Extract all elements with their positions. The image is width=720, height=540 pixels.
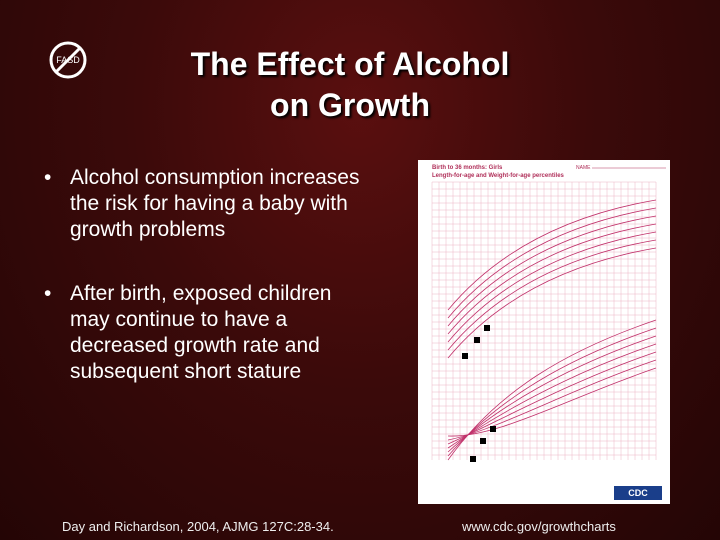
title-line-1: The Effect of Alcohol: [190, 46, 510, 82]
bullet-list: Alcohol consumption increases the risk f…: [44, 165, 374, 385]
chart-heading-2: Length-for-age and Weight-for-age percen…: [432, 173, 565, 179]
bullet-item-1: Alcohol consumption increases the risk f…: [44, 165, 374, 243]
chart-heading-1: Birth to 36 months: Girls: [432, 165, 503, 171]
bullet-item-2: After birth, exposed children may contin…: [44, 281, 374, 385]
source-url[interactable]: www.cdc.gov/growthcharts: [462, 519, 616, 534]
chart-points: [462, 325, 496, 462]
slide-title: The Effect of Alcohol on Growth: [150, 44, 550, 126]
chart-name-label: NAME: [576, 165, 591, 171]
cdc-logo-text: CDC: [628, 488, 648, 498]
fasd-no-symbol-icon: FASD: [49, 41, 87, 79]
chart-curves: [447, 199, 657, 461]
growth-chart-image: Birth to 36 months: Girls Length-for-age…: [418, 160, 670, 504]
citation: Day and Richardson, 2004, AJMG 127C:28-3…: [62, 519, 334, 534]
logo-text: FASD: [56, 55, 80, 65]
title-line-2: on Growth: [270, 87, 430, 123]
